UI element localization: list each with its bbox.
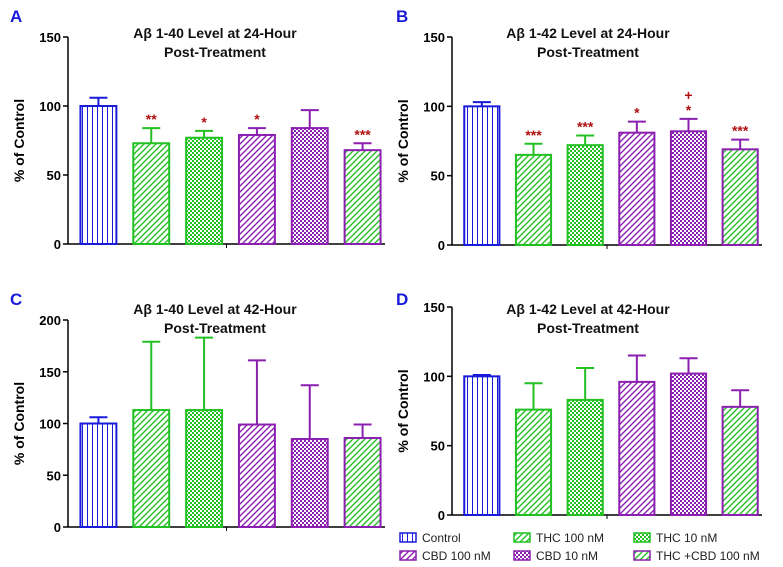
- y-axis-label: % of Control: [11, 99, 27, 182]
- bar-thc-cbd-100-nm: [721, 148, 759, 247]
- legend-swatch: [513, 550, 531, 561]
- panel-letter: A: [10, 7, 22, 26]
- panel-A: A Aβ 1-40 Level at 24-Hour Post-Treatment%…: [10, 7, 385, 252]
- chart-title: Aβ 1-40 Level at 42-Hour: [133, 301, 297, 317]
- y-tick-label: 0: [54, 520, 61, 535]
- chart-title: Aβ 1-42 Level at 42-Hour: [506, 301, 670, 317]
- legend-label: THC 100 nM: [536, 531, 604, 545]
- chart-title: Aβ 1-42 Level at 24-Hour: [506, 25, 670, 41]
- bar-thc-cbd-100-nm: [721, 405, 759, 516]
- legend: Control THC 100 nM THC 10 nM CBD 100 nM CBD …: [399, 531, 760, 563]
- y-tick-label: 50: [47, 168, 61, 183]
- y-tick-label: 50: [47, 468, 61, 483]
- bar-control: [79, 105, 118, 245]
- bar-cbd-10-nm: [290, 127, 329, 245]
- legend-label: THC 10 nM: [656, 531, 717, 545]
- significance-marker: ***: [732, 123, 749, 139]
- y-tick-label: 0: [54, 237, 61, 252]
- bar-cbd-100-nm: [237, 423, 276, 528]
- legend-label: Control: [422, 531, 461, 545]
- y-tick-label: 150: [39, 30, 61, 45]
- significance-marker: ***: [525, 127, 542, 143]
- significance-marker: *: [634, 105, 640, 121]
- significance-marker: ***: [354, 126, 371, 142]
- y-tick-label: 50: [431, 439, 445, 454]
- panel-B: B Aβ 1-42 Level at 24-Hour Post-Treatment%…: [395, 7, 762, 253]
- significance-marker: +: [684, 87, 692, 103]
- y-tick-label: 0: [438, 238, 445, 253]
- bar-thc-10-nm: [566, 398, 604, 517]
- y-axis-label: % of Control: [395, 369, 411, 452]
- bar-cbd-100-nm: [237, 133, 276, 245]
- panel-C: C Aβ 1-40 Level at 42-Hour Post-Treatment%…: [10, 290, 385, 535]
- legend-swatch: [399, 532, 417, 543]
- bar-thc-10-nm: [185, 409, 224, 529]
- bar-thc-10-nm: [566, 144, 604, 246]
- chart-title: Post-Treatment: [164, 44, 266, 60]
- y-tick-label: 100: [423, 99, 445, 114]
- significance-marker: *: [686, 102, 692, 118]
- bar-thc-cbd-100-nm: [343, 149, 382, 245]
- bar-thc-100-nm: [514, 408, 553, 517]
- panel-letter: D: [396, 290, 408, 309]
- panel-letter: C: [10, 290, 22, 309]
- y-tick-label: 50: [431, 169, 445, 184]
- y-tick-label: 100: [39, 417, 61, 432]
- y-tick-label: 0: [438, 508, 445, 523]
- legend-label: THC +CBD 100 nM: [656, 549, 760, 563]
- y-tick-label: 100: [39, 99, 61, 114]
- significance-marker: ***: [577, 118, 594, 134]
- significance-marker: *: [201, 114, 207, 130]
- bar-cbd-10-nm: [669, 372, 708, 516]
- y-axis-label: % of Control: [395, 99, 411, 182]
- legend-swatch: [633, 550, 651, 561]
- bar-cbd-10-nm: [290, 438, 329, 528]
- chart-title: Post-Treatment: [537, 44, 639, 60]
- bar-thc-100-nm: [132, 142, 171, 245]
- chart-title: Post-Treatment: [164, 320, 266, 336]
- bar-cbd-100-nm: [618, 131, 656, 246]
- y-tick-label: 150: [39, 365, 61, 380]
- chart-title: Post-Treatment: [537, 320, 639, 336]
- y-axis-label: % of Control: [11, 382, 27, 465]
- legend-swatch: [513, 532, 531, 543]
- legend-label: CBD 10 nM: [536, 549, 598, 563]
- bar-thc-100-nm: [514, 153, 553, 246]
- y-tick-label: 200: [39, 313, 61, 328]
- bar-cbd-100-nm: [618, 380, 656, 516]
- significance-marker: *: [254, 111, 260, 127]
- significance-marker: **: [146, 111, 157, 127]
- bar-thc-100-nm: [132, 409, 171, 529]
- panel-letter: B: [396, 7, 408, 26]
- panel-D: D Aβ 1-42 Level at 42-Hour Post-Treatment%…: [395, 290, 762, 523]
- y-tick-label: 150: [423, 30, 445, 45]
- y-tick-label: 100: [423, 369, 445, 384]
- bar-control: [79, 422, 118, 528]
- y-tick-label: 150: [423, 300, 445, 315]
- bar-control: [463, 105, 501, 247]
- chart-title: Aβ 1-40 Level at 24-Hour: [133, 25, 297, 41]
- legend-swatch: [399, 550, 417, 561]
- bar-control: [463, 375, 501, 517]
- legend-swatch: [633, 532, 651, 543]
- bar-cbd-10-nm: [669, 130, 708, 246]
- legend-label: CBD 100 nM: [422, 549, 491, 563]
- bar-thc-cbd-100-nm: [343, 436, 382, 528]
- bar-thc-10-nm: [185, 136, 224, 246]
